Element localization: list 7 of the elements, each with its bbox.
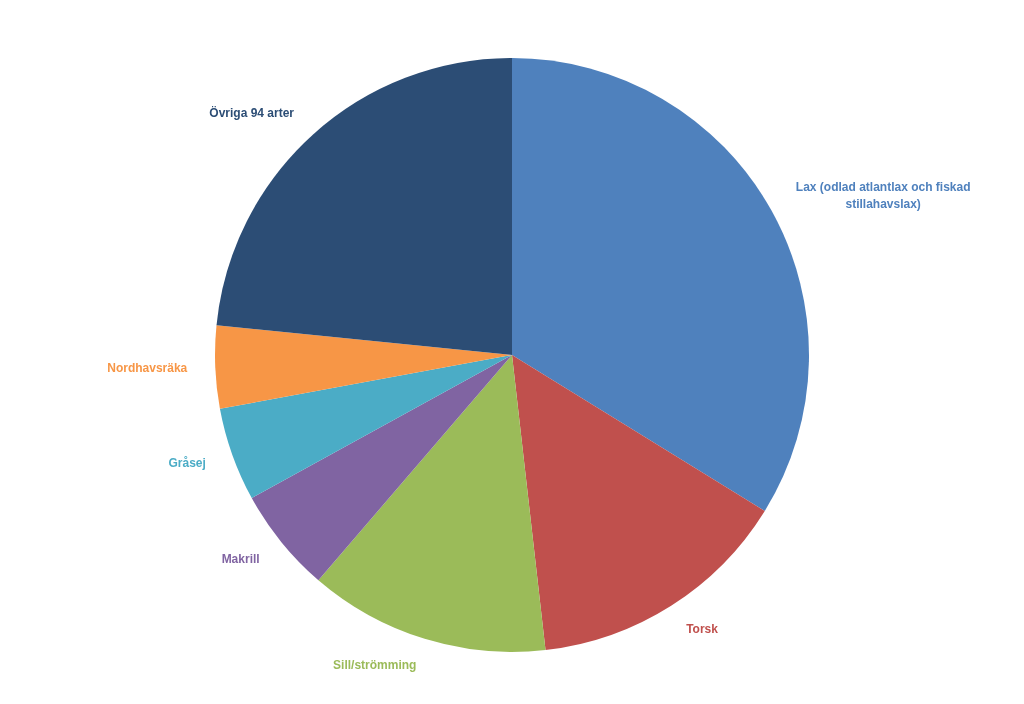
- slice-label: Nordhavsräka: [107, 360, 188, 375]
- slice-label: Lax (odlad atlantlax och fiskad stillahavslax): [795, 180, 971, 212]
- slice-label: Makrill: [221, 552, 260, 567]
- slice-label: Sill/strömming: [333, 657, 417, 672]
- slice-label: Övriga 94 arter: [209, 105, 295, 121]
- slice-label: Gråsej: [168, 456, 206, 471]
- slice-label: Torsk: [686, 621, 719, 636]
